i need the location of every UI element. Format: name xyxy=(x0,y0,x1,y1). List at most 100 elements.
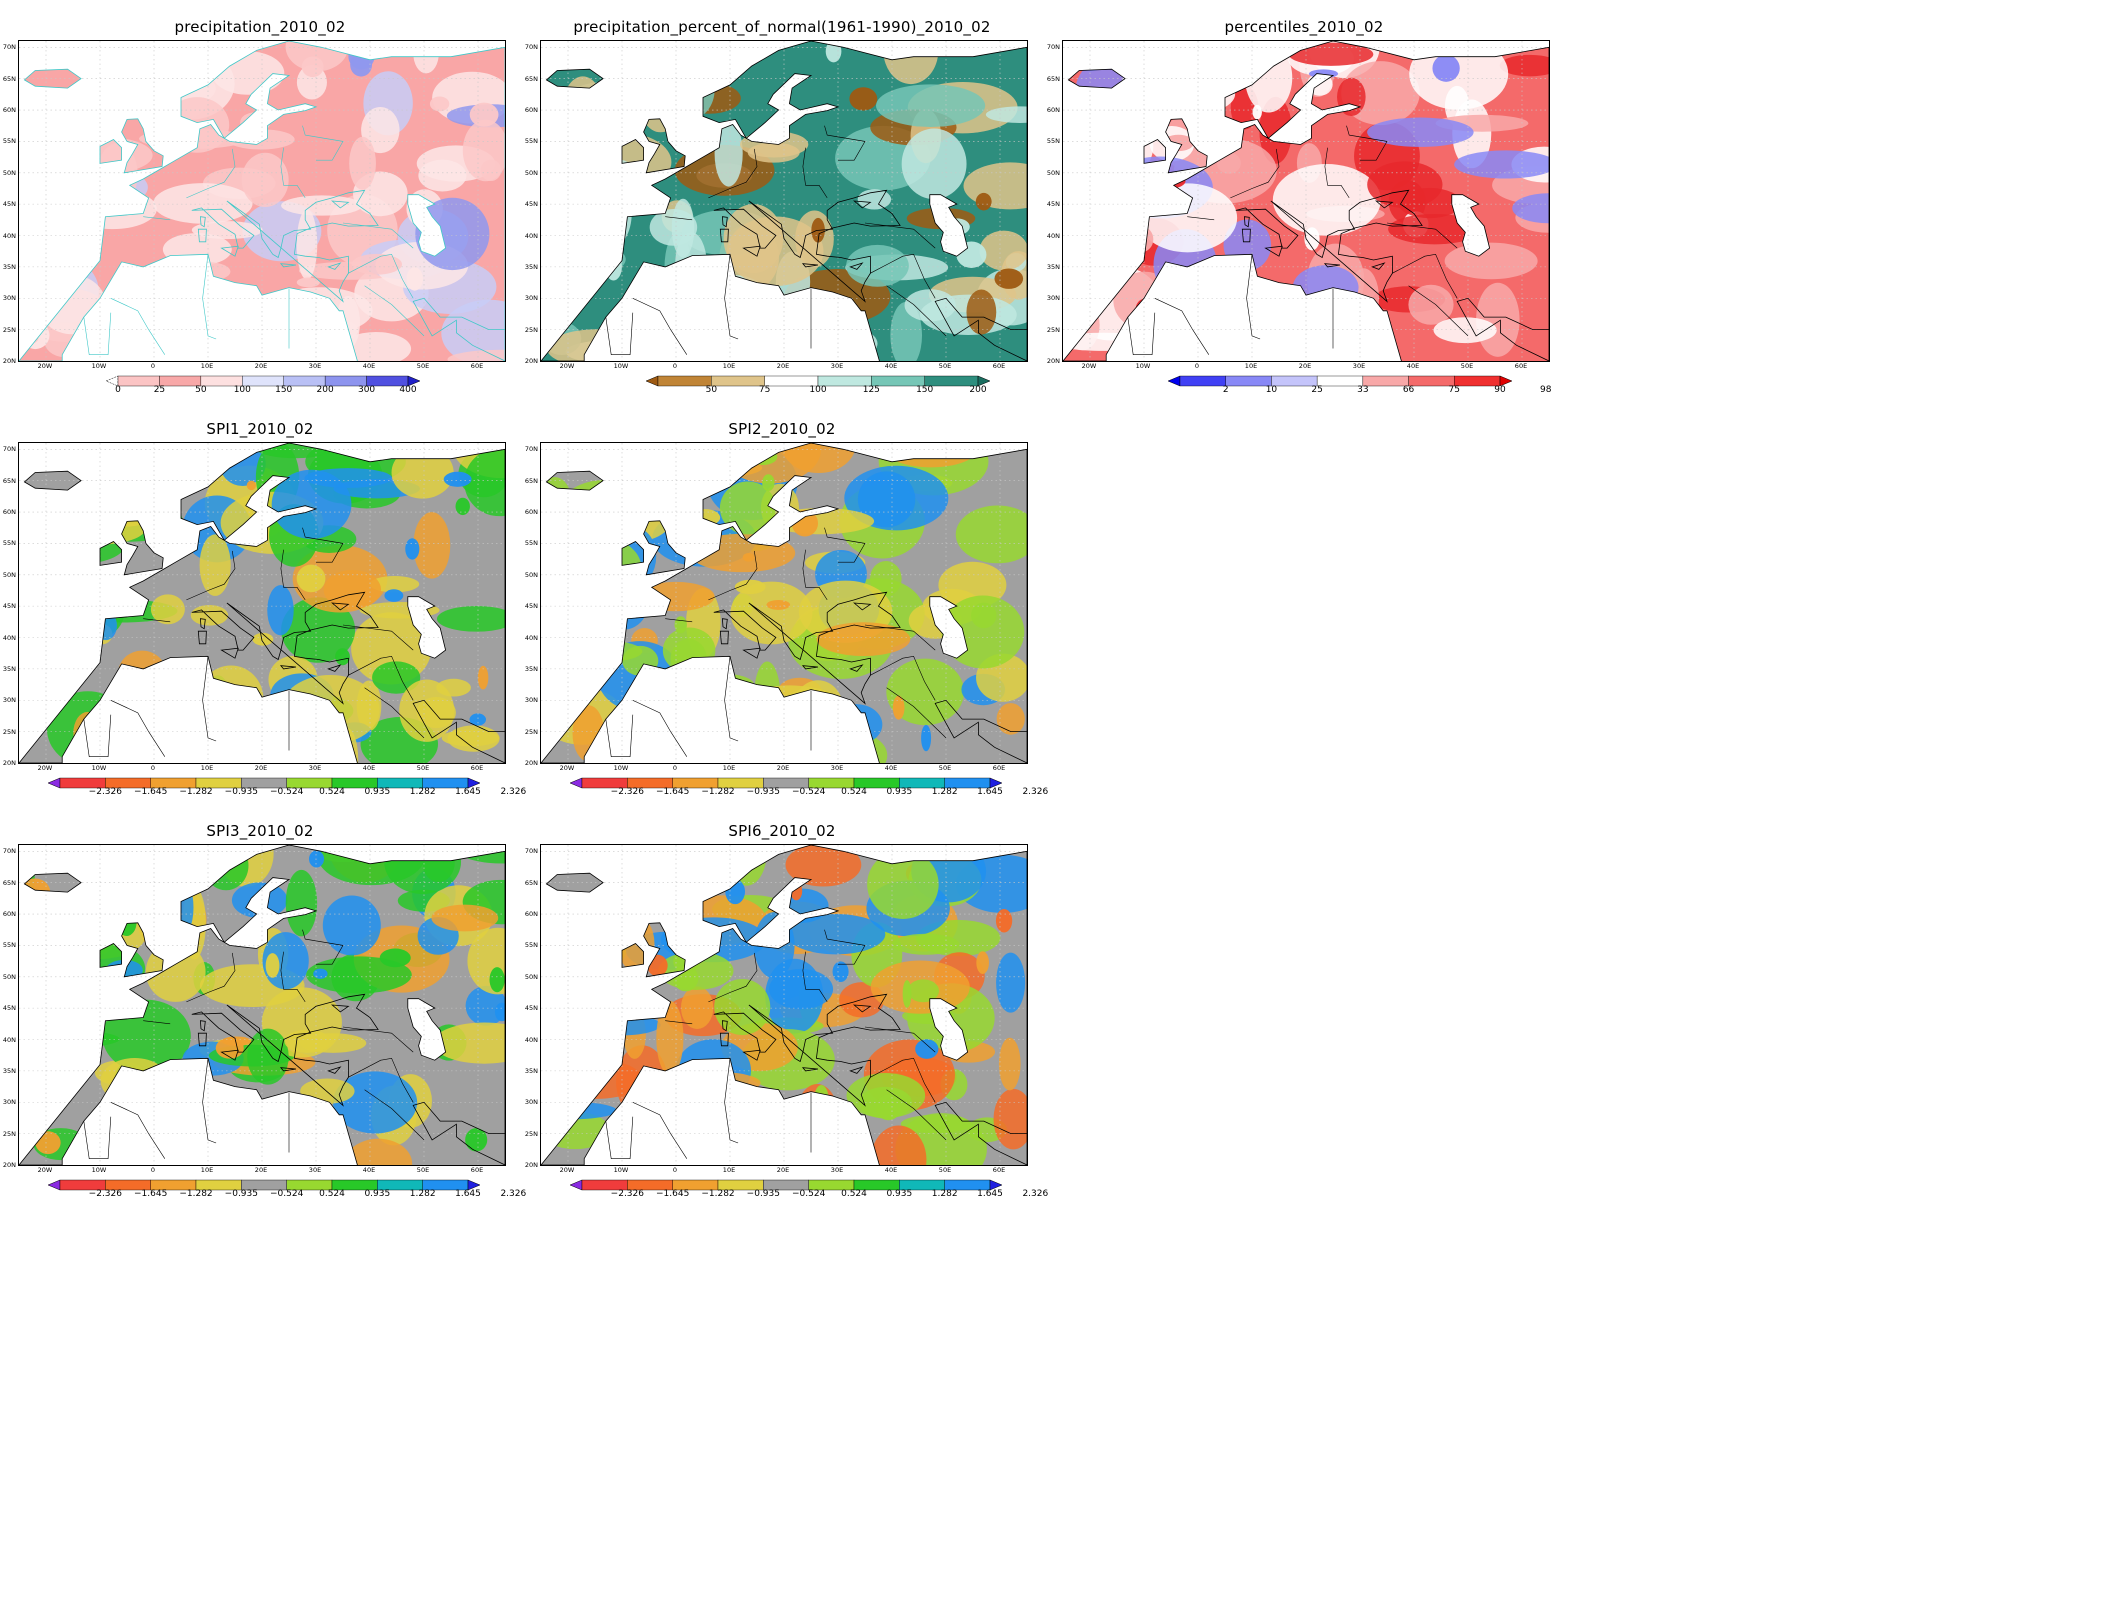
anomaly-patch xyxy=(261,1116,339,1134)
longitude-axis: 20W 10W 0 10E 20E 30E 40E 50E 60E xyxy=(1062,362,1550,372)
anomaly-patch xyxy=(19,1018,100,1086)
anomaly-patch xyxy=(134,458,229,475)
longitude-label: 10E xyxy=(722,764,736,772)
latitude-label: 45N xyxy=(524,200,538,209)
country-border xyxy=(83,714,112,757)
longitude-label: 40E xyxy=(1406,362,1420,370)
anomaly-core xyxy=(19,286,41,314)
country-border xyxy=(83,312,112,355)
anomaly-patch xyxy=(19,41,53,67)
longitude-label: 40E xyxy=(362,764,376,772)
anomaly-patch xyxy=(1244,317,1299,358)
anomaly-patch xyxy=(187,262,231,281)
anomaly-patch xyxy=(1444,242,1538,280)
anomaly-patch xyxy=(92,171,148,204)
anomaly-patch xyxy=(763,725,863,763)
anomaly-patch xyxy=(106,275,211,347)
colorbar-label: 150 xyxy=(275,385,293,395)
latitude-label: 55N xyxy=(524,941,538,950)
anomaly-patch xyxy=(418,159,467,192)
colorbar-end xyxy=(47,777,61,789)
anomaly-core xyxy=(1139,113,1169,132)
panel-title: SPI2_2010_02 xyxy=(728,420,836,438)
latitude-label: 40N xyxy=(524,1035,538,1044)
latitude-label: 70N xyxy=(2,847,16,856)
coastlines xyxy=(541,443,1027,763)
country-border xyxy=(143,618,171,623)
coastlines xyxy=(541,845,1027,1165)
longitude-label: 0 xyxy=(1194,362,1200,370)
anomaly-patch xyxy=(673,271,738,316)
anomaly-patch xyxy=(998,1037,1021,1091)
colorbar-label: −1.645 xyxy=(656,787,690,797)
longitude-label: 20W xyxy=(37,1166,53,1174)
colorbar-label: 66 xyxy=(1402,385,1415,395)
anomaly-patch xyxy=(153,683,236,753)
anomaly-core xyxy=(25,331,39,344)
colorbar-label: −0.935 xyxy=(746,787,780,797)
colorbar-label: −0.935 xyxy=(746,1189,780,1199)
anomaly-patch xyxy=(190,604,229,626)
colorbar-label: −0.524 xyxy=(792,1189,826,1199)
anomaly-core xyxy=(301,56,324,78)
country-border xyxy=(886,285,947,337)
map-svg xyxy=(19,443,505,763)
colorbar-label: 0.935 xyxy=(886,787,913,797)
country-border xyxy=(1386,222,1458,249)
anomaly-patch xyxy=(675,232,707,295)
anomaly-patch xyxy=(413,512,451,579)
anomaly-patch xyxy=(649,41,672,79)
country-border xyxy=(1187,216,1215,221)
anomaly-patch xyxy=(351,253,403,275)
anomaly-core xyxy=(469,102,499,127)
anomaly-patch xyxy=(77,570,119,617)
country-border xyxy=(802,147,828,199)
colorbar-box xyxy=(1454,375,1501,387)
map-svg xyxy=(19,41,505,361)
longitude-label: 60E xyxy=(992,1166,1006,1174)
latitude-label: 55N xyxy=(2,137,16,146)
latitude-label: 65N xyxy=(524,878,538,887)
anomaly-core xyxy=(35,1131,61,1155)
anomaly-patch xyxy=(551,1059,643,1099)
colorbar-label: 1.282 xyxy=(409,787,436,797)
colorbar-box xyxy=(1271,375,1318,387)
longitude-label: 40E xyxy=(362,1166,376,1174)
coastlines xyxy=(541,41,1027,361)
anomaly-core xyxy=(1252,104,1262,120)
longitude-axis: 20W 10W 0 10E 20E 30E 40E 50E 60E xyxy=(540,764,1028,774)
longitude-label: 10E xyxy=(1244,362,1258,370)
country-border xyxy=(605,714,634,757)
colorbar-label: −2.326 xyxy=(88,787,122,797)
anomaly-patch xyxy=(1095,135,1126,164)
anomaly-core xyxy=(543,314,569,327)
country-border xyxy=(824,929,866,965)
latitude-label: 20N xyxy=(2,1161,16,1169)
anomaly-patch xyxy=(433,1022,505,1064)
latitude-label: 50N xyxy=(524,168,538,177)
anomaly-patch xyxy=(785,845,862,887)
longitude-axis: 20W 10W 0 10E 20E 30E 40E 50E 60E xyxy=(18,764,506,774)
latitude-label: 25N xyxy=(2,727,16,736)
anomaly-core xyxy=(902,980,912,1008)
colorbar-svg xyxy=(47,777,481,789)
graticule xyxy=(19,443,505,763)
sea-mask xyxy=(407,998,446,1061)
anomaly-patch xyxy=(870,1125,927,1165)
anomaly-core xyxy=(814,1085,829,1111)
data-field xyxy=(19,41,505,361)
country-border xyxy=(186,550,236,601)
country-border xyxy=(724,254,739,340)
anomaly-core xyxy=(406,267,423,291)
longitude-label: 30E xyxy=(308,1166,322,1174)
colorbar-label: 50 xyxy=(195,385,207,395)
anomaly-patch xyxy=(169,676,227,736)
latitude-axis: 70N 65N 60N 55N 50N 45N 40N 35N 30N 25N 20N xyxy=(0,40,17,365)
latitude-label: 25N xyxy=(1046,325,1060,334)
country-border xyxy=(708,148,758,199)
anomaly-patch xyxy=(46,691,129,763)
colorbar-label: 2.326 xyxy=(500,1189,527,1199)
latitude-label: 70N xyxy=(2,445,16,454)
anomaly-core xyxy=(623,566,634,580)
panel-spi2: SPI2_2010_02 70N 65N 60N 55N 50N 45N 40N 35N 30N… xyxy=(522,402,1048,797)
